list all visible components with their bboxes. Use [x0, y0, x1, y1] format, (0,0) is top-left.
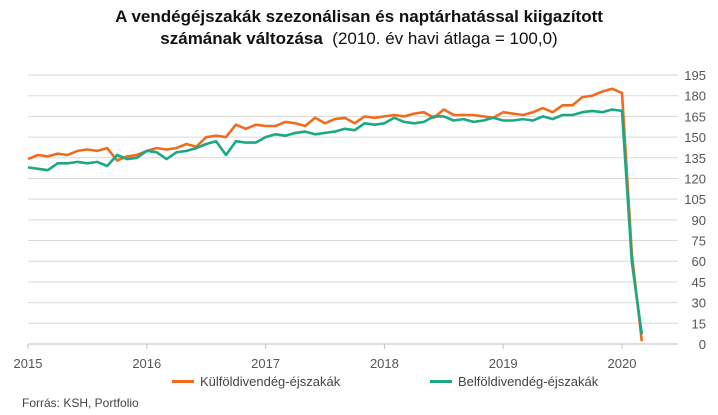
legend-item-kulfoldi: Külföldivendég-éjszakák: [172, 374, 340, 389]
y-tick-label: 135: [684, 151, 706, 166]
legend: Külföldivendég-éjszakák Belföldivendég-é…: [0, 374, 718, 394]
chart-title-line-2-bold: számának változása: [160, 29, 323, 48]
chart-title-line-2-normal: (2010. év havi átlaga = 100,0): [332, 29, 558, 48]
y-tick-label: 60: [692, 254, 706, 269]
x-tick-label: 2016: [132, 356, 161, 371]
source-note: Forrás: KSH, Portfolio: [22, 396, 139, 410]
legend-item-belfoldi: Belföldivendég-éjszakák: [430, 374, 598, 389]
y-tick-label: 150: [684, 130, 706, 145]
y-tick-label: 165: [684, 109, 706, 124]
x-tick-label: 2018: [370, 356, 399, 371]
grid-lines: [28, 74, 678, 345]
y-tick-label: 195: [684, 68, 706, 83]
y-tick-label: 75: [692, 234, 706, 249]
legend-label-kulfoldi: Külföldivendég-éjszakák: [200, 374, 341, 389]
y-tick-label: 0: [699, 337, 706, 352]
series-lines: [27, 87, 644, 342]
y-axis-ticks: 0 15 30 45 60 75 90 105 120 135 150 165 180 195: [684, 68, 706, 352]
x-tick-label: 2020: [608, 356, 637, 371]
legend-label-belfoldi: Belföldivendég-éjszakák: [458, 374, 599, 389]
y-tick-label: 45: [692, 275, 706, 290]
y-tick-label: 90: [692, 213, 706, 228]
series-line-kulfoldi: [27, 87, 644, 342]
y-tick-label: 105: [684, 192, 706, 207]
legend-swatch-belfoldi: [430, 380, 452, 383]
y-tick-label: 120: [684, 171, 706, 186]
x-tick-label: 2019: [489, 356, 518, 371]
x-tick-label: 2017: [251, 356, 280, 371]
chart-title: A vendégéjszakák szezonálisan és naptárh…: [0, 6, 718, 50]
y-tick-label: 30: [692, 296, 706, 311]
chart-title-line-2: számának változása (2010. év havi átlaga…: [0, 28, 718, 50]
series-line-belfoldi: [27, 108, 644, 335]
legend-swatch-kulfoldi: [172, 380, 194, 383]
x-axis-ticks: 2015 2016 2017 2018 2019 2020: [14, 344, 637, 371]
y-tick-label: 180: [684, 89, 706, 104]
x-tick-label: 2015: [14, 356, 43, 371]
chart-title-line-1: A vendégéjszakák szezonálisan és naptárh…: [115, 7, 603, 26]
y-tick-label: 15: [692, 316, 706, 331]
